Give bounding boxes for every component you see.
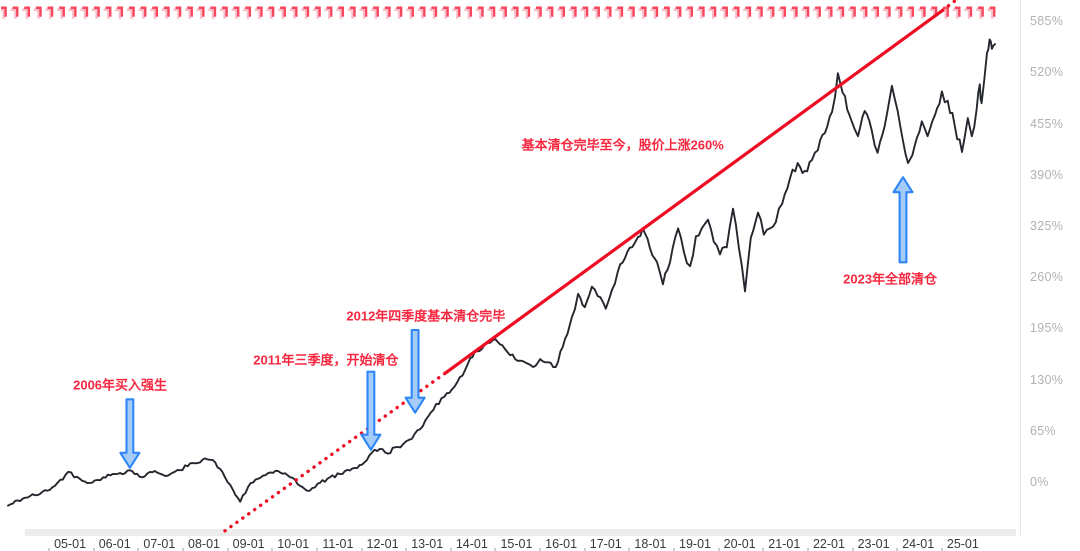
x-axis-tick	[360, 548, 363, 551]
x-axis-tick	[940, 548, 943, 551]
x-axis-label: 15-01	[500, 537, 533, 551]
x-axis-label: 12-01	[366, 537, 399, 551]
x-axis-tick	[806, 548, 809, 551]
x-axis-label: 06-01	[98, 537, 131, 551]
x-axis-tick	[762, 548, 765, 551]
x-axis-label: 24-01	[902, 537, 935, 551]
x-axis-tick	[405, 548, 408, 551]
x-axis-label: 19-01	[679, 537, 712, 551]
axis-separator	[1020, 0, 1021, 535]
x-axis-label: 16-01	[545, 537, 578, 551]
x-axis-label: 17-01	[589, 537, 622, 551]
price-line	[7, 38, 996, 507]
x-axis-label: 14-01	[455, 537, 488, 551]
x-axis-label: 20-01	[723, 537, 756, 551]
annotation-sell-start-2011: 2011年三季度，开始清仓	[253, 352, 399, 368]
annotation-sell-all-2023: 2023年全部清仓	[843, 271, 938, 287]
x-axis-tick	[717, 548, 720, 551]
x-axis-tick	[494, 548, 497, 551]
top-marks-row: ┓┓┓┓┓┓┓┓┓┓┓┓┓┓┓┓┓┓┓┓┓┓┓┓┓┓┓┓┓┓┓┓┓┓┓┓┓┓┓┓…	[1, 1, 1002, 17]
annotation-sell-done-2012: 2012年四季度基本清仓完毕	[346, 308, 506, 324]
y-axis-label: 585%	[1030, 14, 1064, 29]
x-axis-tick	[628, 548, 631, 551]
x-axis-tick	[583, 548, 586, 551]
x-axis-tick	[182, 548, 184, 551]
x-axis-label: 09-01	[232, 537, 265, 551]
y-axis-label: 390%	[1030, 167, 1064, 182]
x-axis-tick	[271, 548, 274, 551]
y-axis-label: 520%	[1030, 65, 1064, 80]
x-axis-label: 18-01	[634, 537, 667, 551]
bottom-scroll-band	[25, 529, 1016, 536]
trend-line-dotted-tail	[941, 0, 959, 12]
y-axis-label: 65%	[1030, 423, 1056, 438]
trend-line-solid	[444, 8, 944, 375]
annotation-buy-2006: 2006年买入强生	[73, 377, 168, 393]
x-axis-tick	[92, 548, 95, 551]
x-axis-tick	[896, 548, 899, 551]
x-axis-tick	[539, 548, 542, 551]
y-axis-label: 0%	[1030, 474, 1049, 489]
annotation-arrow-buy-2006	[119, 398, 141, 469]
annotation-arrow-sell-start-2011	[360, 370, 382, 451]
y-axis-label: 260%	[1030, 270, 1064, 285]
y-axis-label: 325%	[1030, 219, 1064, 234]
x-axis-label: 22-01	[812, 537, 845, 551]
x-axis-tick	[449, 548, 452, 551]
x-axis-label: 25-01	[946, 537, 979, 551]
annotation-arrow-sell-done-2012	[404, 328, 426, 414]
annotation-arrow-sell-all-2023	[892, 176, 914, 264]
x-axis-label: 11-01	[322, 537, 354, 551]
x-axis-tick	[315, 548, 318, 551]
x-axis-tick	[48, 548, 51, 551]
y-axis-label: 195%	[1030, 321, 1064, 336]
x-axis-label: 05-01	[54, 537, 87, 551]
x-axis-tick	[226, 548, 229, 551]
x-axis-label: 08-01	[188, 537, 220, 551]
x-axis-label: 07-01	[143, 537, 176, 551]
x-axis-label: 21-01	[768, 537, 801, 551]
x-axis-tick	[137, 548, 140, 551]
price-chart-svg[interactable]	[0, 0, 1020, 535]
annotation-since-cleared-gain: 基本清仓完毕至今，股价上涨260%	[521, 137, 724, 153]
y-axis-label: 455%	[1030, 116, 1064, 131]
x-axis-tick	[851, 548, 854, 551]
x-axis-label: 10-01	[277, 537, 310, 551]
y-axis-label: 130%	[1030, 372, 1064, 387]
x-axis-label: 23-01	[857, 537, 890, 551]
x-axis-label: 13-01	[411, 537, 444, 551]
x-axis-tick	[673, 548, 676, 551]
